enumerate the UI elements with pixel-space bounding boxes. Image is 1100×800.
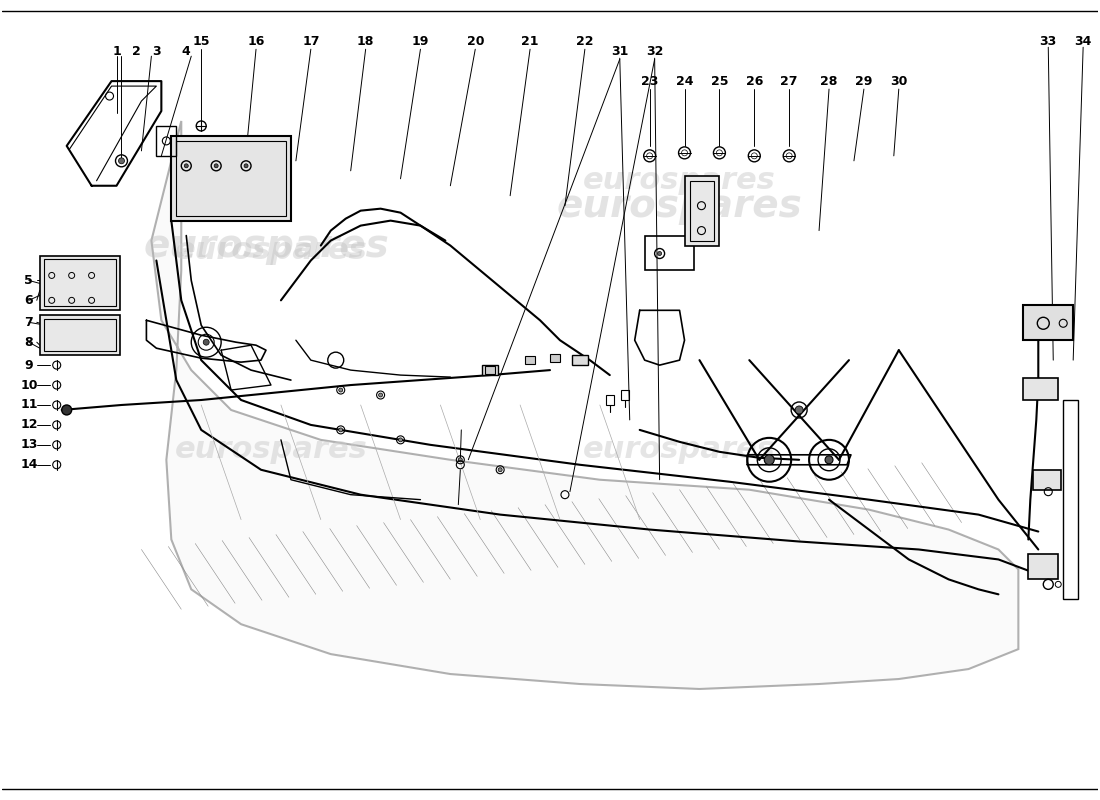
Text: 10: 10: [20, 378, 37, 391]
Text: 19: 19: [411, 34, 429, 48]
Bar: [572, 355, 587, 365]
Bar: [40, 255, 120, 310]
Circle shape: [658, 251, 661, 255]
Bar: [156, 126, 176, 156]
Circle shape: [498, 468, 503, 472]
Bar: [1028, 554, 1058, 579]
Text: 4: 4: [182, 45, 190, 58]
Bar: [684, 176, 719, 246]
Circle shape: [339, 388, 343, 392]
Text: eurospares: eurospares: [557, 186, 802, 225]
Circle shape: [825, 456, 833, 464]
Bar: [176, 141, 286, 216]
Circle shape: [339, 428, 343, 432]
Circle shape: [764, 455, 774, 465]
Circle shape: [185, 164, 188, 168]
Bar: [525, 356, 535, 364]
Bar: [690, 181, 714, 241]
Text: 15: 15: [192, 34, 210, 48]
Circle shape: [795, 406, 803, 414]
Bar: [1033, 470, 1062, 490]
Text: 34: 34: [1075, 34, 1092, 48]
Circle shape: [119, 158, 124, 164]
Circle shape: [244, 164, 249, 168]
Polygon shape: [152, 121, 1019, 689]
Text: 3: 3: [152, 45, 161, 58]
Bar: [482, 365, 498, 375]
Circle shape: [398, 438, 403, 442]
Text: eurospares: eurospares: [583, 166, 775, 195]
Bar: [550, 354, 560, 362]
Text: 27: 27: [780, 74, 798, 88]
Text: 16: 16: [248, 34, 265, 48]
Text: 8: 8: [24, 336, 33, 349]
Text: 24: 24: [675, 74, 693, 88]
Text: 14: 14: [20, 458, 37, 471]
Text: 12: 12: [20, 418, 37, 431]
Text: 18: 18: [358, 34, 374, 48]
Text: eurospares: eurospares: [175, 435, 367, 464]
Text: 23: 23: [641, 74, 658, 88]
Text: 33: 33: [1040, 34, 1057, 48]
Bar: [606, 395, 614, 405]
Circle shape: [378, 393, 383, 397]
Text: 28: 28: [821, 74, 838, 88]
Text: 6: 6: [24, 294, 33, 307]
Text: 2: 2: [132, 45, 141, 58]
Text: eurospares: eurospares: [583, 435, 775, 464]
Text: 30: 30: [890, 74, 908, 88]
Text: eurospares: eurospares: [175, 236, 367, 265]
Circle shape: [62, 405, 72, 415]
Bar: [172, 136, 290, 221]
Bar: [44, 259, 116, 306]
Bar: [1064, 400, 1078, 599]
Bar: [645, 235, 694, 270]
Text: 21: 21: [521, 34, 539, 48]
Bar: [620, 390, 629, 400]
Text: 29: 29: [855, 74, 872, 88]
Text: 7: 7: [24, 316, 33, 329]
Text: eurospares: eurospares: [143, 226, 389, 265]
Bar: [1023, 378, 1058, 400]
Bar: [485, 366, 495, 374]
Text: 26: 26: [746, 74, 763, 88]
Circle shape: [214, 164, 218, 168]
Text: 25: 25: [711, 74, 728, 88]
Circle shape: [204, 339, 209, 345]
Bar: [44, 319, 116, 351]
Text: 32: 32: [646, 45, 663, 58]
Text: 1: 1: [112, 45, 121, 58]
Text: 13: 13: [20, 438, 37, 451]
Bar: [40, 315, 120, 355]
Text: 20: 20: [466, 34, 484, 48]
Text: 22: 22: [576, 34, 594, 48]
Text: 9: 9: [24, 358, 33, 372]
Text: 11: 11: [20, 398, 37, 411]
Bar: [1023, 306, 1074, 340]
Text: 17: 17: [302, 34, 320, 48]
Text: 5: 5: [24, 274, 33, 287]
Text: 31: 31: [612, 45, 628, 58]
Circle shape: [459, 458, 462, 462]
